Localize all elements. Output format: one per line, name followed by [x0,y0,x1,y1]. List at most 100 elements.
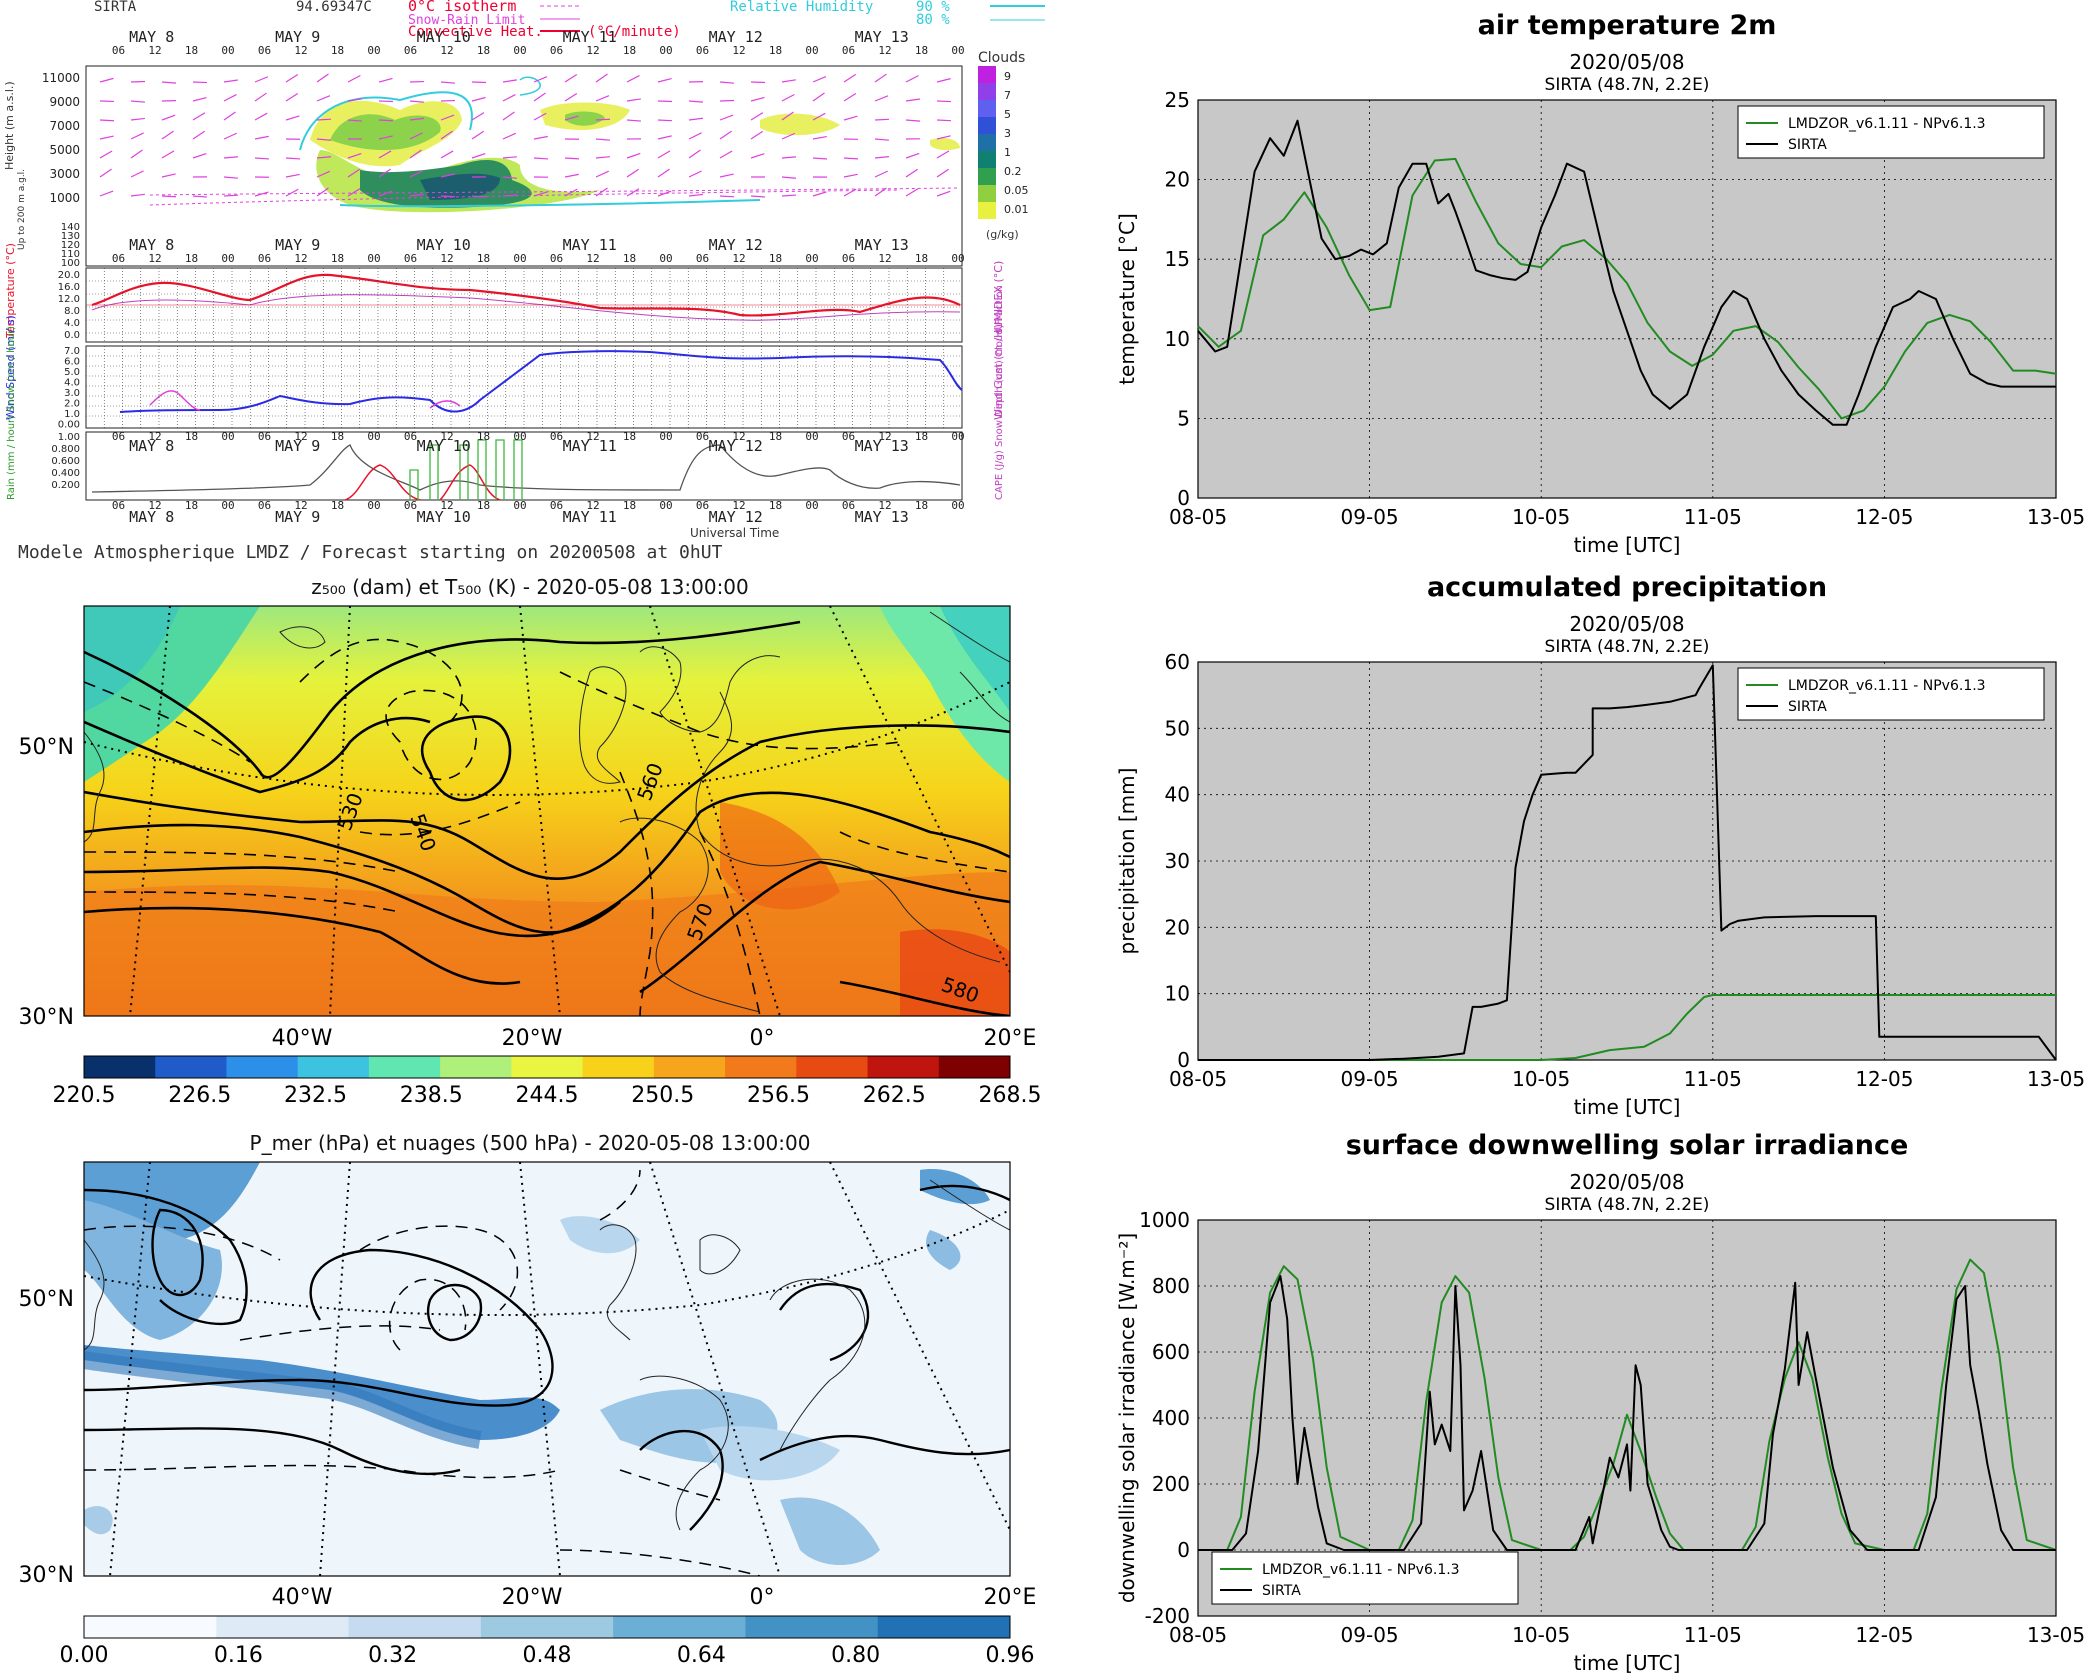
clouds-colorbar-swatch [978,202,996,219]
hour-label: 06 [842,430,855,443]
wind-barb [223,79,238,83]
wind-barb [347,98,362,102]
wind-barb [130,80,146,83]
hour-label: 00 [221,499,234,512]
height-tick: 1000 [49,191,80,205]
colorbar-swatch [216,1616,350,1638]
meteogram-grid [85,268,963,428]
x-tick-label: 09-05 [1341,505,1399,529]
x-tick-label: 11-05 [1684,1067,1742,1091]
map-top-lat-50: 50°N [19,735,74,760]
y-tick-label: 10 [1165,982,1190,1006]
wind-barb [936,190,951,197]
hour-label: 12 [732,499,745,512]
wind-barb [285,157,301,160]
wind-barb [130,193,145,197]
map-bottom-frame [83,1161,1011,1577]
hour-label: 06 [112,430,125,443]
wind-barb [471,130,485,140]
x-tick-label: 13-05 [2027,505,2085,529]
legend-label: SIRTA [1262,1583,1301,1599]
wind-tick: 7.0 [64,346,80,357]
wind-barb [440,150,454,159]
cape-line [91,444,961,493]
humidex-line [91,294,961,321]
wind-barb [750,112,764,121]
hour-label: 06 [696,430,709,443]
x-tick-label: 12-05 [1855,1067,1913,1091]
hour-label: 00 [659,44,672,57]
map-top-lon-20w: 20°W [502,1026,563,1051]
hour-label: 00 [367,499,380,512]
day-label: MAY 9 [275,236,320,254]
wind-barb [502,176,517,179]
wind-barb [471,96,486,102]
x-tick-label: 10-05 [1512,1623,1570,1647]
colorbar-swatch [745,1616,879,1638]
day-label: MAY 13 [855,236,909,254]
clouds-tick: 1 [1004,146,1011,159]
wind-tick: 6.0 [64,357,80,368]
wind-barb [874,95,889,102]
hour-label: 18 [477,430,490,443]
coastlines [84,611,1010,1013]
wind-barb [595,138,610,141]
hour-label: 12 [148,44,161,57]
wind-barb [688,170,702,178]
wind-barb [223,132,238,140]
plot-area [1197,661,2057,1061]
hour-label: 12 [294,430,307,443]
hour-label: 12 [586,499,599,512]
wind-barb [285,188,299,197]
hour-label: 12 [294,44,307,57]
hour-label: 12 [294,499,307,512]
coastlines-bottom [84,1179,1010,1531]
legend-label: LMDZOR_v6.1.11 - NPv6.1.3 [1262,1562,1460,1578]
wind-barb [595,187,608,197]
hour-label: 18 [769,252,782,265]
y-axis-label: temperature [°C] [1115,213,1139,385]
temp-tick: 4.0 [64,318,80,329]
hour-label: 00 [367,430,380,443]
temp-tick: 20.0 [58,270,80,281]
wind-barb [905,152,920,159]
wind-barb [440,195,456,198]
wind-barb [564,157,580,160]
colorbar-frame [83,1615,1011,1639]
wind-barb [99,168,112,178]
wind-barb [688,193,703,197]
height-tick: 7000 [49,119,80,133]
wind-barb [285,115,300,121]
wind-barb [936,168,949,178]
height-tick: 5000 [49,143,80,157]
hour-label: 00 [659,252,672,265]
graticule-bottom [84,1162,1010,1576]
wind-barb [812,112,826,121]
clouds-tick: 0.05 [1004,184,1029,197]
wind-barb [719,173,734,178]
wind-barb [688,117,703,121]
plot-area [1197,99,2057,499]
hour-label: 12 [586,430,599,443]
hour-label: 12 [732,44,745,57]
wind-barb [502,94,516,102]
colorbar-tick-label: 226.5 [168,1083,231,1108]
wind-barb [285,92,299,102]
wind-barb [285,173,300,178]
wind-barb [409,149,422,159]
wind-gust-line [149,390,201,411]
colorbar-tick-label: 268.5 [979,1083,1042,1108]
wind-barb [223,156,238,159]
clouds-colorbar-swatch [978,151,996,168]
chart-subtitle: 2020/05/08 [1569,612,1684,636]
x-tick-label: 10-05 [1512,1067,1570,1091]
precip-tick: 0.200 [51,480,80,491]
wind-barb [626,188,640,197]
map-top-lon-0: 0° [750,1026,775,1051]
wind-barb [316,73,329,83]
wind-barb [161,195,177,198]
wind-barb [378,77,393,83]
day-label: MAY 9 [275,28,320,46]
snow-bars [409,439,523,500]
